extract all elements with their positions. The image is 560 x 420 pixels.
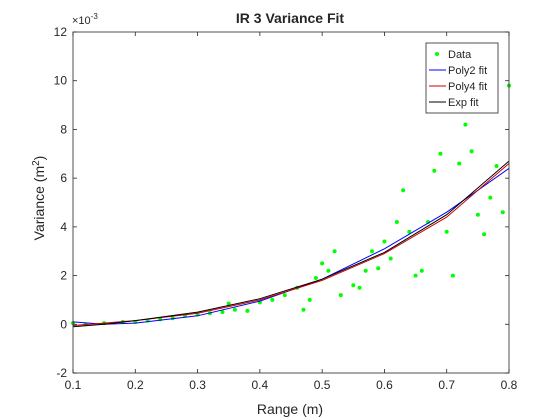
data-point xyxy=(388,256,393,261)
data-point xyxy=(363,268,368,273)
chart-title: IR 3 Variance Fit xyxy=(236,10,344,26)
series-line-poly2-fit xyxy=(72,167,510,325)
y-tick-label: 12 xyxy=(54,25,68,39)
data-point xyxy=(307,297,312,302)
x-tick-label: 0.5 xyxy=(314,378,331,392)
data-point xyxy=(226,301,231,306)
y-tick-label: 4 xyxy=(60,220,67,234)
data-point xyxy=(282,293,287,298)
legend-marker xyxy=(435,52,439,56)
y-tick-label: -2 xyxy=(56,366,67,380)
x-tick-label: 0.3 xyxy=(189,378,206,392)
y-axis-exponent: ×10-3 xyxy=(72,12,98,27)
x-tick-label: 0.4 xyxy=(252,378,269,392)
series-line-poly4-fit xyxy=(72,163,510,326)
y-axis-label-superscript: 2 xyxy=(31,160,42,166)
data-point xyxy=(394,220,399,224)
data-point xyxy=(332,249,337,254)
data-point xyxy=(463,122,468,127)
data-point xyxy=(338,293,343,298)
ticks-layer: 0.1 0.2 0.3 0.4 0.5 0.6 0.7 0.8 -2 0 2 4 6 8 10 12 xyxy=(54,25,518,392)
legend-label: Poly4 fit xyxy=(448,81,487,93)
data-point xyxy=(438,151,443,156)
axes-box xyxy=(72,31,510,374)
series-line-exp-fit xyxy=(72,160,510,328)
x-tick-label: 0.8 xyxy=(501,378,518,392)
data-point xyxy=(494,164,499,168)
data-point xyxy=(382,239,387,244)
data-point xyxy=(351,283,356,288)
data-point xyxy=(482,232,487,237)
data-point xyxy=(376,266,381,271)
data-layer xyxy=(71,83,511,328)
y-axis-exponent-power: -3 xyxy=(91,12,99,21)
data-point xyxy=(432,168,437,173)
legend-label: Data xyxy=(448,49,472,61)
data-point xyxy=(500,210,505,215)
data-point xyxy=(301,307,306,312)
data-point xyxy=(313,276,318,280)
data-point xyxy=(457,161,462,166)
data-point xyxy=(245,308,250,313)
y-tick-label: 6 xyxy=(60,171,67,185)
data-point xyxy=(450,273,455,278)
data-point xyxy=(469,149,474,154)
x-tick-label: 0.7 xyxy=(438,378,455,392)
data-point xyxy=(357,285,362,290)
data-point xyxy=(220,310,225,315)
y-tick-label: 10 xyxy=(54,74,68,88)
data-point xyxy=(488,195,493,200)
x-tick-label: 0.1 xyxy=(65,378,82,392)
data-point xyxy=(413,273,418,278)
data-point xyxy=(370,249,374,254)
y-tick-label: 8 xyxy=(60,122,67,136)
legend-label: Exp fit xyxy=(448,97,479,109)
y-axis-label: Variance (m2) xyxy=(31,156,47,241)
y-tick-label: 2 xyxy=(60,269,67,283)
data-point xyxy=(270,297,275,302)
y-tick-label: 0 xyxy=(60,317,67,331)
data-point xyxy=(444,229,449,234)
y-axis-label-main: Variance (m xyxy=(31,166,47,240)
legend: Data Poly2 fit Poly4 fit Exp fit xyxy=(425,42,499,114)
data-point xyxy=(326,268,331,273)
x-tick-label: 0.2 xyxy=(127,378,144,392)
data-point xyxy=(407,229,412,234)
data-point xyxy=(419,268,424,273)
y-axis-exponent-base: ×10 xyxy=(72,15,91,27)
data-point xyxy=(401,188,406,193)
data-point xyxy=(320,261,325,266)
y-axis-label-close: ) xyxy=(31,156,47,161)
x-tick-label: 0.6 xyxy=(376,378,393,392)
legend-label: Poly2 fit xyxy=(448,65,487,77)
x-axis-label: Range (m) xyxy=(257,401,323,417)
data-point xyxy=(232,307,237,312)
data-point xyxy=(475,212,480,217)
